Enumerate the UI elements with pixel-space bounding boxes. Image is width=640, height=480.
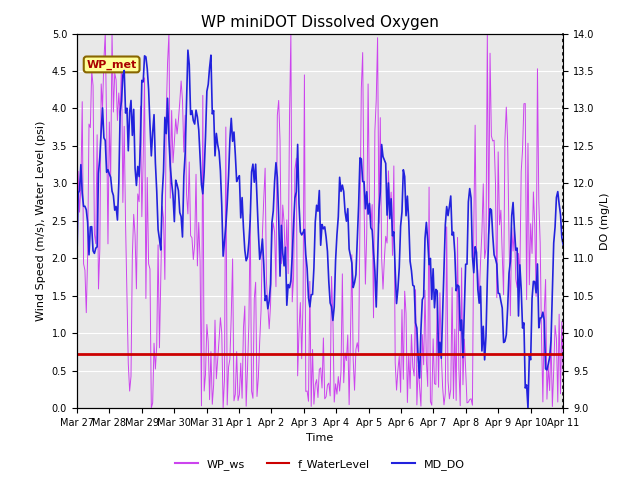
Text: WP_met: WP_met — [86, 60, 137, 70]
Y-axis label: Wind Speed (m/s), Water Level (psi): Wind Speed (m/s), Water Level (psi) — [36, 120, 46, 321]
Y-axis label: DO (mg/L): DO (mg/L) — [600, 192, 610, 250]
X-axis label: Time: Time — [307, 433, 333, 443]
Legend: WP_ws, f_WaterLevel, MD_DO: WP_ws, f_WaterLevel, MD_DO — [171, 455, 469, 474]
Title: WP miniDOT Dissolved Oxygen: WP miniDOT Dissolved Oxygen — [201, 15, 439, 30]
